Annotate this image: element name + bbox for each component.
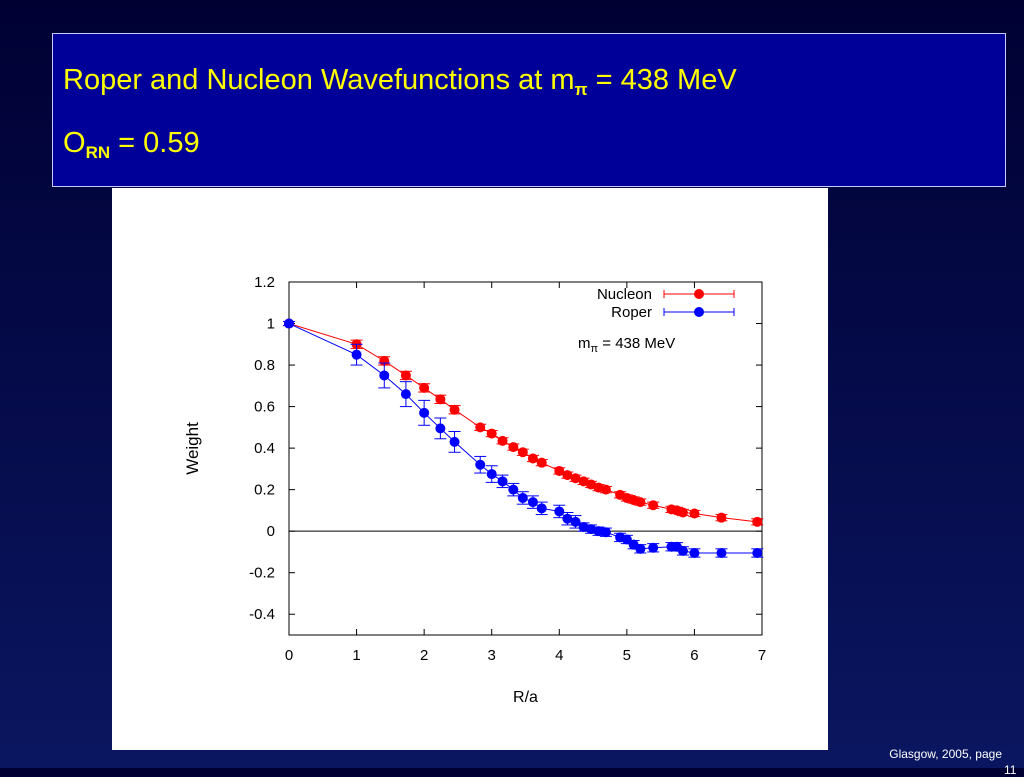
data-point-nucleon bbox=[635, 497, 646, 508]
title-line1-tail: = 438 MeV bbox=[587, 64, 737, 96]
y-tick-label: -0.4 bbox=[249, 606, 275, 623]
x-tick-label: 6 bbox=[690, 647, 698, 664]
annotation-value: = 438 MeV bbox=[598, 335, 675, 352]
data-point-roper bbox=[527, 497, 538, 508]
y-tick-label: 0 bbox=[267, 523, 275, 540]
data-point-roper bbox=[379, 370, 390, 381]
legend-label-roper: Roper bbox=[611, 304, 652, 321]
data-point-nucleon bbox=[562, 470, 573, 481]
data-point-nucleon bbox=[600, 484, 611, 495]
y-tick-label: 1 bbox=[267, 316, 275, 333]
data-point-roper bbox=[486, 469, 497, 480]
legend-marker-nucleon bbox=[694, 289, 704, 299]
data-point-nucleon bbox=[449, 404, 460, 415]
y-tick-label: 0.4 bbox=[254, 440, 275, 457]
y-tick-label: -0.2 bbox=[249, 565, 275, 582]
plot-frame bbox=[288, 281, 763, 636]
data-point-roper bbox=[554, 506, 565, 517]
x-tick-label: 2 bbox=[420, 647, 428, 664]
data-point-roper bbox=[716, 547, 727, 558]
data-point-nucleon bbox=[689, 508, 700, 519]
data-point-roper bbox=[562, 513, 573, 524]
data-point-nucleon bbox=[486, 428, 497, 439]
wavefunction-chart: 1.2 1 0.8 0.6 0.4 0.2 0 -0.2 -0.4 0 1 2 3 4 5 6 7 R/a Weig… bbox=[183, 274, 766, 706]
slide-title-box: Roper and Nucleon Wavefunctions at mπ = … bbox=[52, 33, 1006, 187]
footer-page-number: 11 bbox=[1004, 763, 1017, 777]
title-line1-subscript: π bbox=[574, 80, 588, 99]
data-point-roper bbox=[689, 547, 700, 558]
data-point-nucleon bbox=[570, 473, 581, 484]
data-point-nucleon bbox=[475, 422, 486, 433]
data-point-nucleon bbox=[419, 382, 430, 393]
y-axis-label: Weight bbox=[183, 422, 202, 475]
data-point-roper bbox=[435, 423, 446, 434]
data-point-roper bbox=[593, 526, 604, 537]
title-line2-text: O bbox=[63, 127, 86, 159]
annotation-m: m bbox=[578, 335, 591, 352]
legend-marker-roper bbox=[694, 307, 704, 317]
plot-panel: 1.2 1 0.8 0.6 0.4 0.2 0 -0.2 -0.4 0 1 2 3 4 5 6 7 R/a Weig… bbox=[112, 188, 828, 750]
data-point-roper bbox=[621, 534, 632, 545]
data-point-nucleon bbox=[677, 507, 688, 518]
data-point-roper bbox=[635, 543, 646, 554]
x-axis-label: R/a bbox=[513, 689, 538, 706]
y-tick-label: 0.8 bbox=[254, 357, 275, 374]
data-point-roper bbox=[752, 547, 763, 558]
data-point-nucleon bbox=[536, 457, 547, 468]
footer-text: Glasgow, 2005, page bbox=[889, 747, 1002, 761]
data-point-roper bbox=[351, 349, 362, 360]
data-point-roper bbox=[677, 545, 688, 556]
data-point-nucleon bbox=[554, 465, 565, 476]
data-point-roper bbox=[400, 389, 411, 400]
data-point-nucleon bbox=[716, 512, 727, 523]
x-tick-label: 3 bbox=[488, 647, 496, 664]
data-point-roper bbox=[600, 527, 611, 538]
data-point-roper bbox=[497, 476, 508, 487]
x-tick-label: 7 bbox=[758, 647, 766, 664]
data-point-roper bbox=[475, 459, 486, 470]
mass-annotation: mπ = 438 MeV bbox=[578, 335, 675, 355]
data-point-roper bbox=[419, 407, 430, 418]
x-tick-label: 1 bbox=[352, 647, 360, 664]
x-tick-label: 5 bbox=[623, 647, 631, 664]
data-point-roper bbox=[284, 318, 294, 329]
data-point-roper bbox=[648, 542, 659, 553]
legend-label-nucleon: Nucleon bbox=[597, 286, 652, 303]
y-tick-label: 1.2 bbox=[254, 274, 275, 291]
data-point-roper bbox=[517, 492, 528, 503]
slide-title-line1: Roper and Nucleon Wavefunctions at mπ = … bbox=[63, 64, 737, 100]
data-point-nucleon bbox=[517, 447, 528, 458]
title-line1-text: Roper and Nucleon Wavefunctions at m bbox=[63, 64, 575, 96]
x-tick-label: 4 bbox=[555, 647, 563, 664]
title-line2-tail: = 0.59 bbox=[110, 127, 200, 159]
data-point-nucleon bbox=[648, 500, 659, 511]
data-point-roper bbox=[570, 516, 581, 527]
data-point-nucleon bbox=[752, 516, 763, 527]
data-point-roper bbox=[508, 484, 519, 495]
x-tick-label: 0 bbox=[285, 647, 293, 664]
data-point-roper bbox=[536, 503, 547, 514]
y-tick-label: 0.2 bbox=[254, 482, 275, 499]
title-line2-subscript: RN bbox=[85, 143, 111, 162]
data-point-roper bbox=[449, 436, 460, 447]
data-point-nucleon bbox=[527, 453, 538, 464]
data-point-nucleon bbox=[508, 442, 519, 453]
data-point-nucleon bbox=[400, 370, 411, 381]
annotation-pi: π bbox=[591, 343, 599, 355]
data-point-nucleon bbox=[497, 435, 508, 446]
slide-title-line2: ORN = 0.59 bbox=[63, 127, 200, 163]
y-tick-label: 0.6 bbox=[254, 399, 275, 416]
data-point-nucleon bbox=[435, 394, 446, 405]
